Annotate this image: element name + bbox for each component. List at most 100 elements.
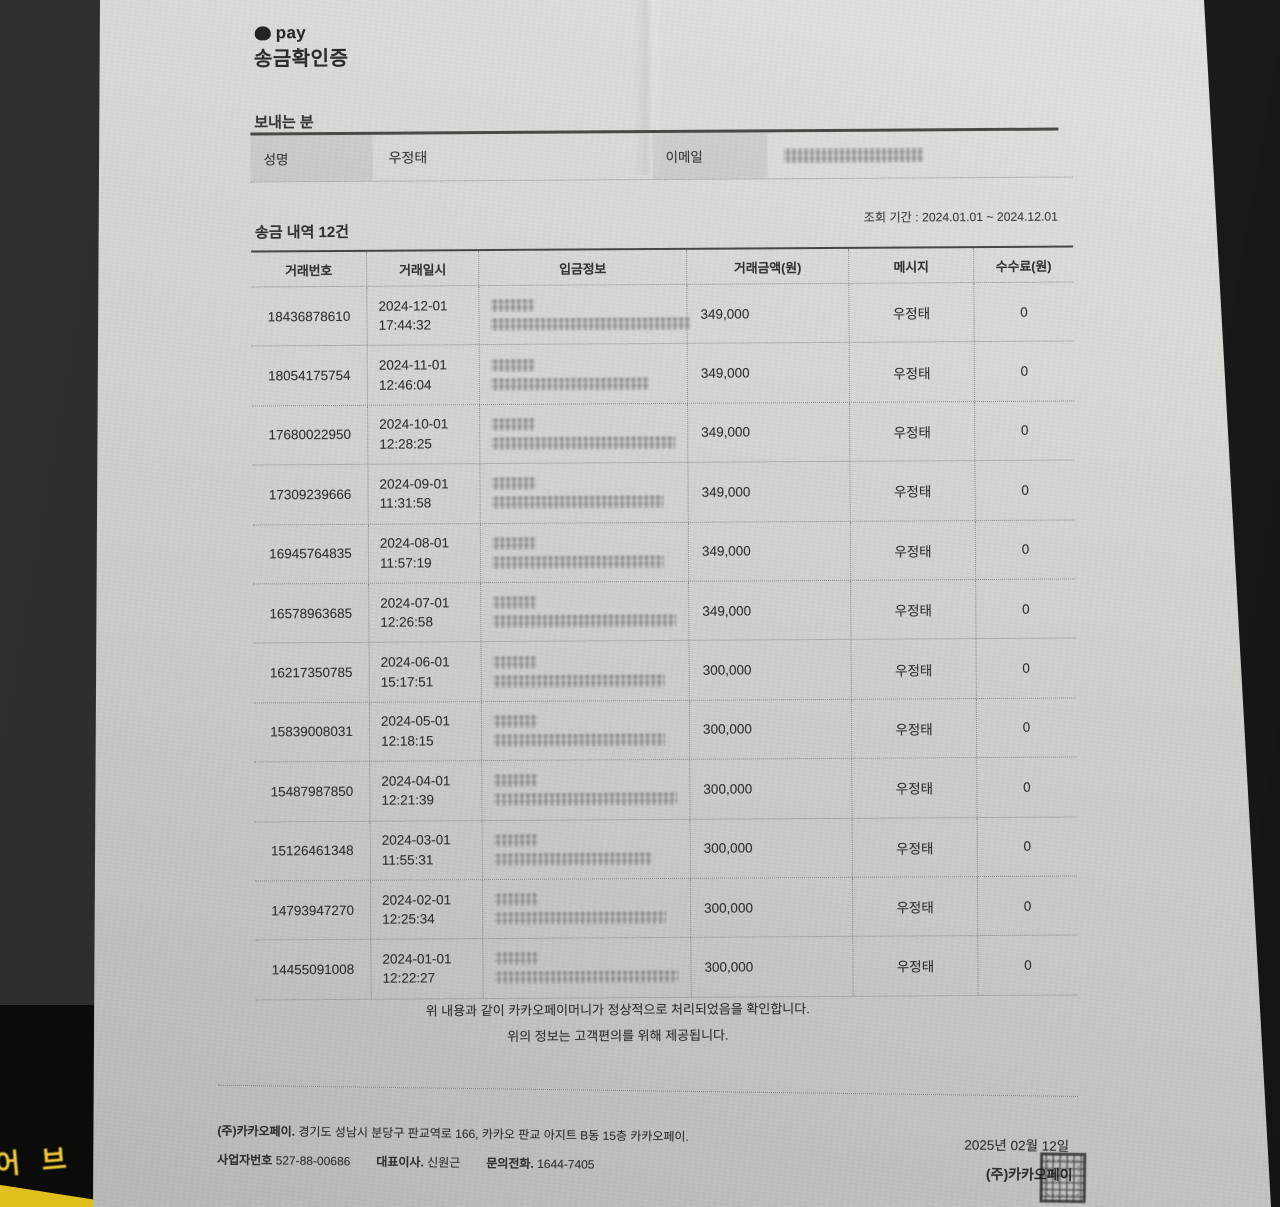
business-number-label: 사업자번호: [216, 1152, 273, 1168]
datetime-cell: 2024-12-01 17:44:32: [366, 286, 479, 346]
txn-date: 2024-10-01: [379, 416, 449, 433]
fee-cell: 0: [974, 520, 1076, 580]
message-cell: 우정태: [850, 698, 977, 758]
fee-cell: 0: [977, 935, 1078, 995]
amount-cell: 349,000: [688, 580, 851, 641]
transfer-row: 14793947270 2024-02-01 12:25:34 300,000 …: [254, 876, 1078, 941]
paper-crease: [633, 0, 665, 175]
redacted-deposit-line2: [491, 554, 665, 569]
ceo-name: 신원근: [427, 1155, 461, 1170]
sender-name-label: 성명: [250, 134, 373, 182]
txn-time: 12:22:27: [382, 970, 436, 987]
contact-label: 문의전화.: [486, 1156, 534, 1171]
sender-section-heading: 보내는 분: [254, 114, 314, 132]
company-registration-line: 사업자번호 527-88-00686 대표이사. 신원근 문의전화. 1644-…: [217, 1151, 595, 1173]
transfer-row: 17309239666 2024-09-01 11:31:58 349,000 …: [252, 460, 1075, 526]
txn-id-cell: 16945764835: [269, 546, 352, 562]
message-cell: 우정태: [849, 520, 976, 580]
txn-id-cell: 16578963685: [269, 605, 353, 622]
transfer-row: 16578963685 2024-07-01 12:26:58 349,000 …: [253, 579, 1076, 644]
amount-cell: 300,000: [688, 640, 851, 700]
txn-date: 2024-04-01: [381, 773, 451, 789]
fee-cell: 0: [974, 460, 1075, 520]
transfer-row: 18054175754 2024-11-01 12:46:04 349,000 …: [251, 341, 1075, 407]
redacted-deposit-line2: [492, 673, 665, 688]
txn-time: 12:21:39: [381, 792, 435, 809]
message-cell: 우정태: [849, 461, 975, 521]
deposit-info-cell: [482, 938, 691, 998]
redacted-deposit-line1: [492, 595, 537, 610]
txn-id-cell: 17309239666: [268, 486, 352, 503]
footer-divider: [218, 1084, 1078, 1097]
history-section-heading: 송금 내역 12건: [254, 223, 350, 242]
txn-date: 2024-02-01: [382, 891, 452, 908]
deposit-info-cell: [480, 700, 690, 761]
fee-cell: 0: [975, 579, 1076, 639]
redacted-deposit-line2: [494, 911, 667, 926]
redacted-deposit-line1: [491, 417, 536, 431]
deposit-info-cell: [480, 581, 689, 642]
kakaopay-logo-text: pay: [275, 23, 307, 43]
fee-cell: 0: [976, 816, 1077, 876]
corporate-seal-stamp: [1039, 1152, 1087, 1204]
redacted-deposit-line2: [491, 435, 676, 450]
sender-email-value: [767, 130, 1072, 178]
txn-date: 2024-03-01: [381, 832, 451, 848]
redacted-deposit-line2: [490, 316, 691, 332]
txn-date: 2024-12-01: [378, 297, 448, 314]
datetime-cell: 2024-03-01 11:55:31: [369, 820, 482, 880]
datetime-cell: 2024-01-01 12:22:27: [370, 939, 483, 999]
txn-time: 11:31:58: [379, 495, 432, 512]
txn-date: 2024-07-01: [380, 594, 450, 611]
col-header-datetime: 거래일시: [366, 251, 479, 286]
datetime-cell: 2024-06-01 15:17:51: [368, 642, 481, 702]
confirmation-notes: 위 내용과 같이 카카오페이머니가 정상적으로 처리되었음을 확인합니다. 위의…: [203, 995, 1033, 1052]
redacted-deposit-line1: [492, 655, 537, 669]
txn-time: 12:25:34: [382, 911, 435, 927]
message-cell: 우정태: [852, 936, 978, 996]
datetime-cell: 2024-02-01 12:25:34: [369, 879, 483, 940]
txn-date: 2024-06-01: [380, 654, 450, 670]
transfer-row: 18436878610 2024-12-01 17:44:32 349,000 …: [251, 282, 1074, 347]
query-period: 조회 기간 : 2024.01.01 ~ 2024.12.01: [863, 209, 1058, 225]
document-title: 송금확인증: [253, 47, 349, 71]
txn-id-cell: 18054175754: [268, 367, 351, 384]
redacted-deposit-line1: [493, 833, 538, 847]
message-cell: 우정태: [848, 342, 975, 402]
issue-date: 2025년 02월 12일: [964, 1137, 1070, 1154]
note-line-2: 위의 정보는 고객편의를 위해 제공됩니다.: [507, 1027, 729, 1044]
redacted-deposit-line1: [491, 536, 536, 550]
redacted-deposit-line2: [490, 376, 649, 391]
amount-cell: 349,000: [687, 462, 850, 522]
table-header-row: 거래번호 거래일시 입금정보 거래금액(원) 메시지 수수료(원): [251, 245, 1074, 288]
col-header-txn-id: 거래번호: [285, 262, 333, 278]
fee-cell: 0: [973, 341, 1075, 401]
txn-id-cell: 18436878610: [267, 308, 351, 325]
ceo-group: 대표이사. 신원근: [376, 1153, 460, 1171]
datetime-cell: 2024-07-01 12:26:58: [368, 583, 481, 643]
transfer-row: 14455091008 2024-01-01 12:22:27 300,000 …: [255, 935, 1078, 1001]
redacted-deposit-line1: [492, 714, 538, 728]
deposit-info-cell: [480, 641, 689, 701]
txn-id-cell: 14455091008: [271, 961, 355, 978]
txn-time: 12:18:15: [381, 733, 434, 749]
datetime-cell: 2024-05-01 12:18:15: [368, 701, 482, 761]
contact-group: 문의전화. 1644-7405: [486, 1154, 594, 1172]
fee-cell: 0: [974, 401, 1075, 461]
amount-cell: 349,000: [686, 283, 849, 344]
redacted-email-block: [783, 146, 924, 163]
message-cell: 우정태: [850, 580, 976, 640]
company-address: 경기도 성남시 분당구 판교역로 166, 카카오 판교 아지트 B동 15층 …: [298, 1124, 689, 1144]
amount-cell: 349,000: [687, 402, 850, 463]
redacted-deposit-line1: [494, 952, 539, 966]
transfer-row: 15487987850 2024-04-01 12:21:39 300,000 …: [254, 757, 1077, 822]
contact-number: 1644-7405: [537, 1156, 595, 1172]
backdrop-partial-text: 어 브: [0, 1143, 75, 1181]
fee-cell: 0: [976, 757, 1077, 817]
amount-cell: 300,000: [690, 937, 853, 997]
message-cell: 우정태: [848, 283, 974, 343]
redacted-deposit-line2: [493, 732, 666, 747]
col-header-deposit-info: 입금정보: [478, 249, 687, 286]
